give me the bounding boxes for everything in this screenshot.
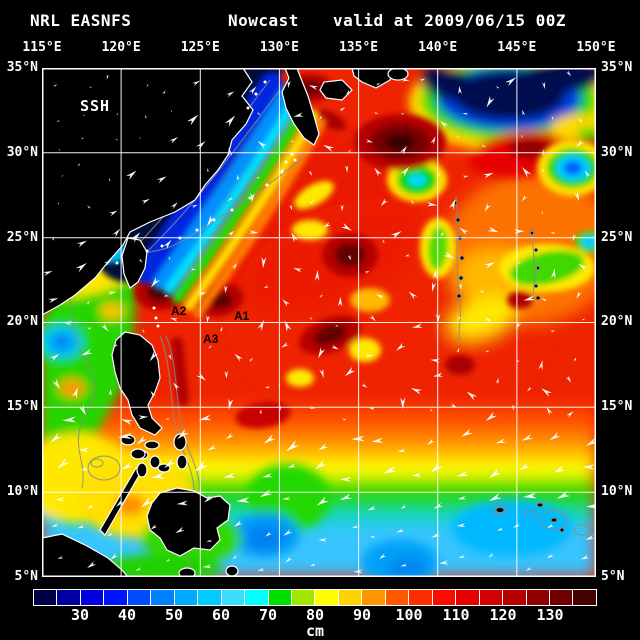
- field-variable-label: SSH: [80, 97, 111, 115]
- lat-tick-label-right: 35°N: [601, 60, 633, 75]
- colorbar-unit-label: cm: [305, 622, 325, 640]
- colorbar-cell: [549, 590, 573, 605]
- colorbar-cell: [315, 590, 338, 605]
- colorbar-tick-label: 40: [117, 606, 137, 624]
- lon-tick-label: 120°E: [101, 40, 141, 55]
- colorbar-tick-label: 70: [258, 606, 278, 624]
- colorbar-tick-label: 90: [352, 606, 372, 624]
- graticule: [42, 68, 596, 577]
- colorbar-cell: [221, 590, 245, 605]
- colorbar-cell: [34, 590, 57, 605]
- ssh-map: [42, 68, 596, 577]
- colorbar-cell: [268, 590, 291, 605]
- colorbar-tick-label: 50: [164, 606, 184, 624]
- lon-tick-label: 150°E: [576, 40, 616, 55]
- colorbar-cell: [174, 590, 198, 605]
- lat-tick-label-right: 25°N: [601, 229, 633, 245]
- lon-tick-label: 115°E: [22, 40, 62, 55]
- colorbar-cell: [198, 590, 221, 605]
- lat-tick-label-left: 30°N: [6, 144, 38, 160]
- colorbar-cell: [338, 590, 362, 605]
- lat-tick-label-left: 25°N: [6, 229, 38, 245]
- lon-tick-label: 140°E: [418, 40, 458, 55]
- colorbar-cell: [479, 590, 503, 605]
- luzon-island: [111, 331, 163, 436]
- colorbar-tick-label: 120: [489, 606, 517, 624]
- colorbar-cell: [432, 590, 456, 605]
- honshu-island: [351, 68, 395, 89]
- valid-time-label: valid at 2009/06/15 00Z: [333, 11, 567, 30]
- lat-tick-label-left: 10°N: [6, 484, 38, 500]
- colorbar-cell: [104, 590, 127, 605]
- model-name-label: NRL EASNFS: [30, 11, 132, 30]
- lat-tick-label-left: 35°N: [6, 60, 38, 75]
- map-border: [42, 68, 596, 577]
- colorbar-cell: [127, 590, 151, 605]
- station-label-a1: A1: [234, 309, 250, 323]
- colorbar-cell: [245, 590, 268, 605]
- colorbar-cell: [362, 590, 385, 605]
- lon-tick-label: 125°E: [180, 40, 220, 55]
- lon-tick-label: 135°E: [338, 40, 379, 55]
- kyushu-island: [281, 68, 320, 146]
- lat-tick-label-left: 15°N: [6, 399, 38, 415]
- colorbar-cell: [385, 590, 409, 605]
- lat-tick-label-right: 10°N: [601, 484, 633, 500]
- colorbar-cell: [409, 590, 432, 605]
- lat-tick-label-left: 20°N: [6, 314, 38, 330]
- lat-tick-label-right: 30°N: [601, 144, 633, 160]
- mindanao-island: [146, 487, 231, 557]
- lat-tick-label-right: 20°N: [601, 314, 633, 330]
- lat-tick-label-left: 5°N: [14, 568, 38, 584]
- colorbar-tick-label: 80: [305, 606, 325, 624]
- product-type-label: Nowcast: [228, 11, 299, 30]
- lat-tick-label-right: 15°N: [601, 399, 633, 415]
- colorbar-cell: [573, 590, 596, 605]
- station-label-a3: A3: [203, 332, 219, 346]
- ssh-field-plot: [42, 68, 596, 577]
- colorbar-cell: [80, 590, 104, 605]
- colorbar-cell: [57, 590, 80, 605]
- colorbar: [33, 589, 597, 606]
- shikoku-island: [319, 79, 353, 101]
- colorbar-cell: [291, 590, 315, 605]
- taiwan-island: [121, 237, 148, 289]
- colorbar-cell: [456, 590, 479, 605]
- colorbar-tick-label: 60: [211, 606, 231, 624]
- colorbar-cell: [151, 590, 174, 605]
- colorbar-tick-label: 100: [395, 606, 423, 624]
- colorbar-tick-label: 30: [70, 606, 90, 624]
- station-label-a2: A2: [171, 304, 187, 318]
- lon-tick-label: 130°E: [259, 40, 299, 55]
- colorbar-tick-label: 110: [442, 606, 470, 624]
- borneo-landmass: [42, 533, 129, 577]
- lat-tick-label-right: 5°N: [601, 568, 625, 584]
- colorbar-cell: [526, 590, 549, 605]
- lon-tick-label: 145°E: [497, 40, 537, 55]
- colorbar-cell: [503, 590, 526, 605]
- colorbar-tick-label: 130: [536, 606, 564, 624]
